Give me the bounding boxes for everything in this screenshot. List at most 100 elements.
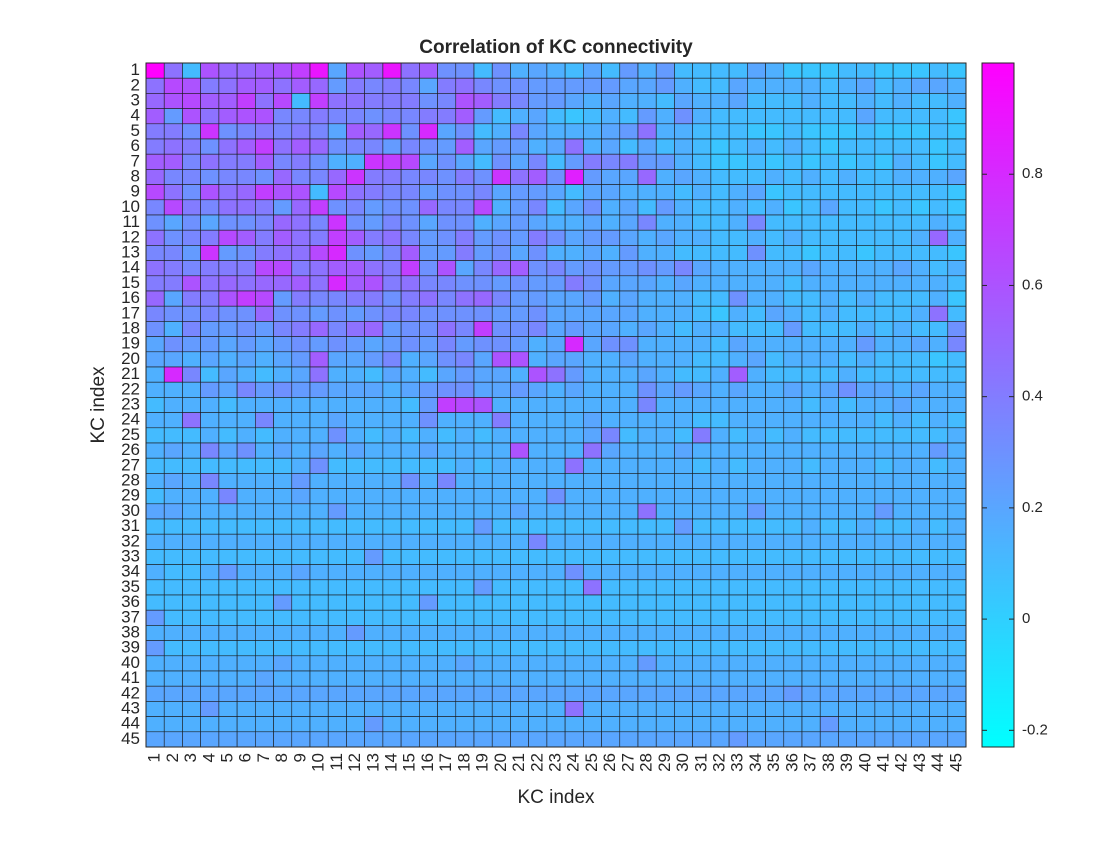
heatmap-cell [528, 640, 548, 657]
heatmap-cell [546, 62, 566, 79]
heatmap-cell [327, 579, 347, 596]
heatmap-cell [655, 518, 675, 535]
heatmap-cell [346, 625, 365, 641]
heatmap-cell [583, 625, 602, 641]
heatmap-cell [874, 412, 894, 429]
heatmap-cell [765, 579, 785, 596]
heatmap-cell [273, 670, 293, 687]
heatmap-cell [819, 381, 839, 398]
heatmap-cell [273, 214, 293, 231]
heatmap-cell [473, 321, 493, 337]
heatmap-cell [327, 533, 347, 550]
heatmap-cell [218, 731, 238, 748]
heatmap-cell [364, 169, 384, 185]
heatmap-cell [583, 670, 602, 687]
heatmap-cell [838, 655, 857, 672]
heatmap-cell [473, 123, 493, 140]
heatmap-cell [163, 427, 183, 444]
heatmap-cell [783, 625, 803, 641]
heatmap-cell [819, 366, 839, 383]
heatmap-cell [528, 199, 548, 216]
heatmap-cell [692, 138, 712, 155]
heatmap-cell [236, 488, 256, 505]
heatmap-cell [564, 62, 584, 79]
heatmap-cell [619, 62, 639, 79]
heatmap-cell [601, 503, 621, 520]
heatmap-cell [710, 457, 730, 474]
heatmap-cell [200, 397, 220, 413]
heatmap-cell [728, 366, 748, 383]
heatmap-cell [765, 62, 785, 79]
heatmap-cell [491, 199, 511, 216]
heatmap-cell [255, 336, 274, 353]
heatmap-cell [491, 397, 511, 413]
heatmap-cell [510, 229, 529, 246]
heatmap-cell [564, 731, 584, 748]
heatmap-cell [473, 473, 493, 489]
heatmap-cell [163, 366, 183, 383]
heatmap-cell [819, 473, 839, 489]
heatmap-cell [437, 351, 457, 368]
heatmap-cell [473, 62, 493, 79]
x-tick-label: 8 [272, 753, 291, 762]
heatmap-cell [273, 442, 293, 459]
heatmap-cell [583, 260, 602, 277]
heatmap-cell [419, 153, 438, 170]
heatmap-cell [255, 199, 274, 216]
heatmap-cell [491, 579, 511, 596]
heatmap-cell [327, 199, 347, 216]
heatmap-cell [801, 366, 821, 383]
heatmap-cell [528, 290, 548, 307]
heatmap-cell [346, 518, 365, 535]
heatmap-cell [874, 336, 894, 353]
heatmap-cell [619, 199, 639, 216]
heatmap-cell [874, 260, 894, 277]
heatmap-cell [655, 366, 675, 383]
heatmap-cell [819, 579, 839, 596]
heatmap-cell [163, 579, 183, 596]
heatmap-cell [728, 169, 748, 185]
x-tick-label: 22 [527, 753, 546, 772]
heatmap-cell [601, 123, 621, 140]
heatmap-cell [273, 108, 293, 125]
heatmap-cell [236, 655, 256, 672]
heatmap-cell [163, 640, 183, 657]
heatmap-cell [455, 381, 475, 398]
heatmap-cell [546, 640, 566, 657]
heatmap-cell [637, 381, 657, 398]
heatmap-cell [364, 366, 384, 383]
heatmap-cell [419, 549, 438, 565]
heatmap-cell [801, 245, 821, 261]
heatmap-cell [947, 397, 967, 413]
heatmap-cell [692, 351, 712, 368]
heatmap-cell [856, 716, 876, 733]
x-tick-label: 41 [873, 753, 892, 772]
heatmap-cell [747, 488, 766, 505]
heatmap-cell [874, 305, 894, 322]
heatmap-cell [783, 579, 803, 596]
heatmap-cell [601, 473, 621, 489]
heatmap-cell [182, 138, 201, 155]
heatmap-cell [747, 336, 766, 353]
heatmap-cell [327, 123, 347, 140]
heatmap-cell [273, 123, 293, 140]
colorbar-ticks: -0.200.20.40.60.8 [982, 165, 1048, 738]
heatmap-cell [455, 701, 475, 717]
heatmap-cell [145, 123, 165, 140]
heatmap-cell [419, 518, 438, 535]
heatmap-cell [819, 609, 839, 626]
heatmap-cell [346, 579, 365, 596]
heatmap-cell [419, 275, 438, 292]
heatmap-cell [583, 305, 602, 322]
heatmap-cell [819, 670, 839, 687]
heatmap-cell [327, 640, 347, 657]
heatmap-cell [255, 412, 274, 429]
heatmap-cell [473, 169, 493, 185]
heatmap-cell [892, 609, 912, 626]
heatmap-cell [637, 518, 657, 535]
x-tick-label: 36 [782, 753, 801, 772]
heatmap-cell [856, 138, 876, 155]
heatmap-cell [637, 214, 657, 231]
heatmap-cell [255, 518, 274, 535]
